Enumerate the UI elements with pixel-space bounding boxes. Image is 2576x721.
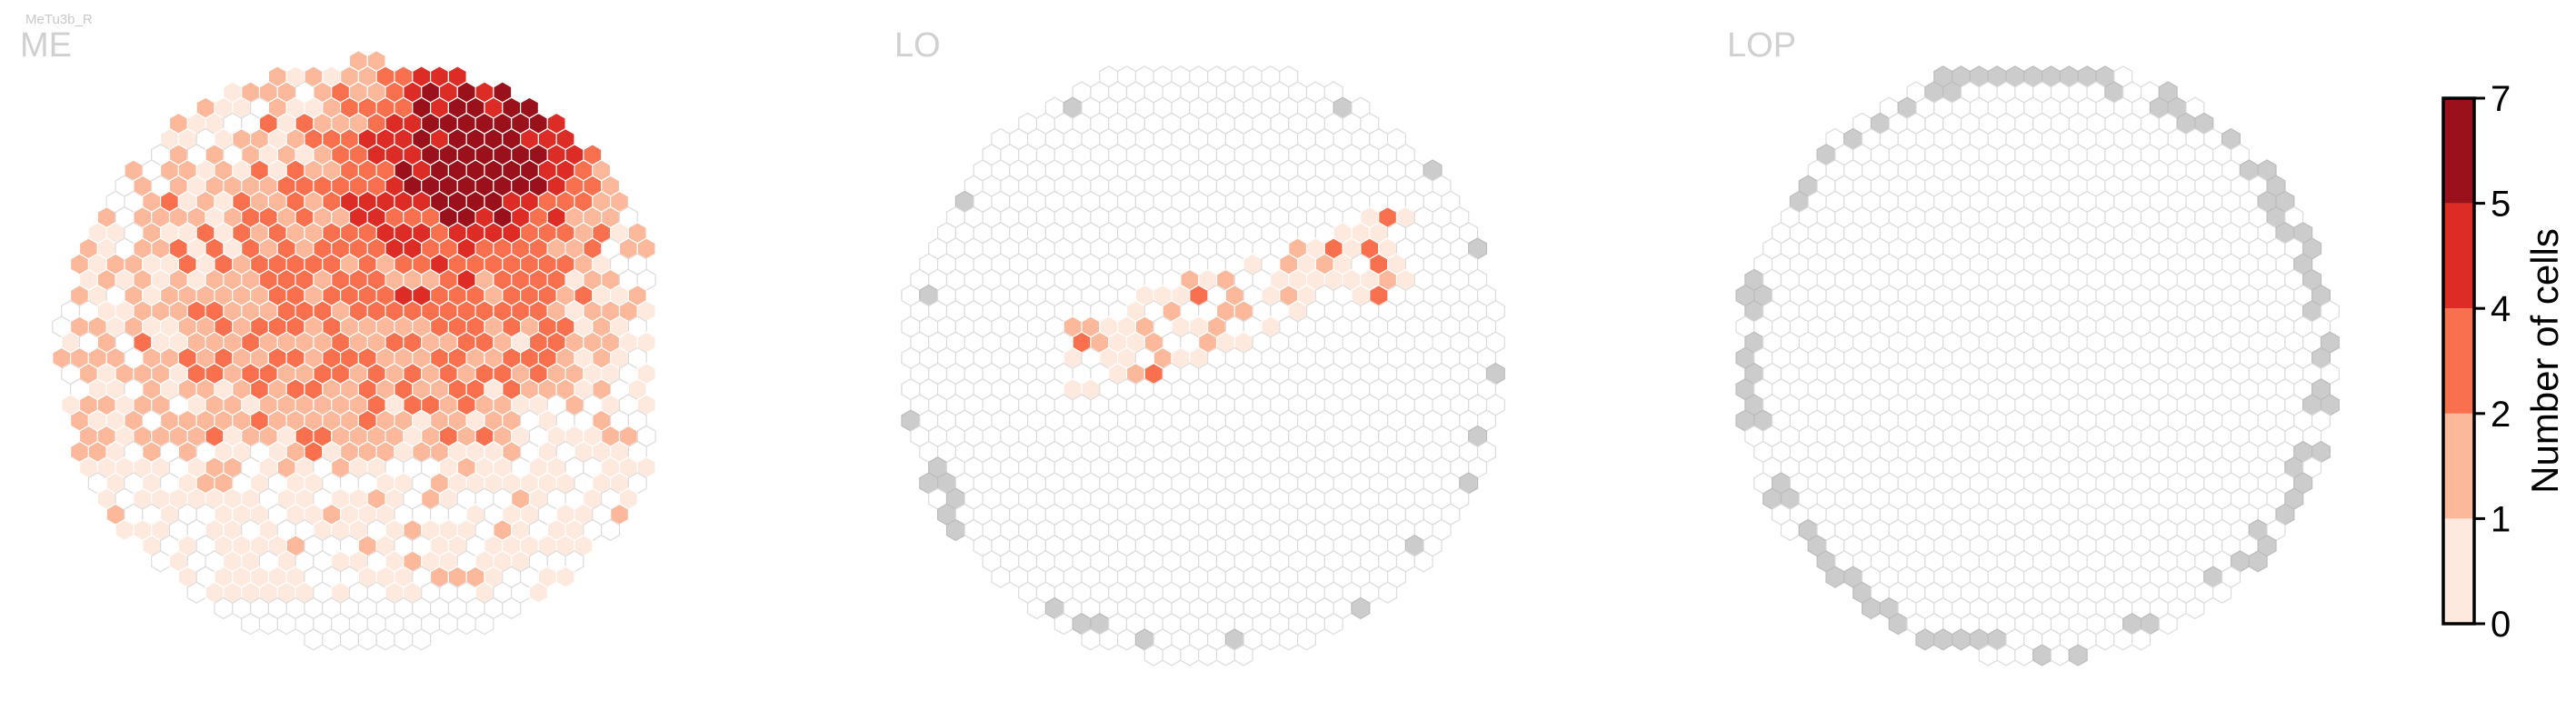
hex-column xyxy=(1978,644,1998,666)
hex-column xyxy=(1996,644,2016,666)
hex-column xyxy=(2132,628,2151,651)
hex-column xyxy=(528,581,548,604)
hex-column xyxy=(1233,644,1253,666)
hex-column xyxy=(1081,628,1101,651)
colorbar-segments xyxy=(2443,98,2474,624)
colorbar-segment xyxy=(2443,98,2474,204)
hex-column xyxy=(1143,644,1163,666)
hex-column xyxy=(412,628,432,651)
hex-column xyxy=(2050,644,2070,666)
colorbar-tick-label: 4 xyxy=(2491,289,2511,329)
hex-column xyxy=(1413,550,1433,573)
hex-column xyxy=(2158,613,2178,636)
hex-grid-lo xyxy=(901,65,1505,666)
hex-column xyxy=(1162,644,1182,666)
hex-column xyxy=(304,628,324,651)
plot-lop: LOP xyxy=(1727,26,2340,666)
hex-column xyxy=(1825,566,1845,588)
hex-column xyxy=(991,566,1011,588)
hex-column xyxy=(2068,644,2088,666)
cell-type-label: MeTu3b_R xyxy=(25,12,93,27)
plot-lo: LO xyxy=(894,26,1505,666)
hex-column xyxy=(2095,628,2115,651)
hex-column xyxy=(1099,628,1119,651)
hex-column xyxy=(322,628,342,651)
hex-column xyxy=(2032,644,2052,666)
hex-column xyxy=(241,613,261,636)
colorbar-segment xyxy=(2443,203,2474,309)
hex-column xyxy=(258,613,278,636)
colorbar-tick-label: 1 xyxy=(2491,499,2511,539)
hex-column xyxy=(2248,550,2268,573)
hex-column xyxy=(1378,581,1398,604)
hex-column xyxy=(1933,628,1953,651)
colorbar-ticks: 0 1 2 4 5 7 xyxy=(2474,79,2511,645)
hex-column xyxy=(2113,628,2133,651)
hex-column xyxy=(2212,581,2232,604)
hex-column xyxy=(186,581,206,604)
hex-column xyxy=(1180,644,1200,666)
plot-me: ME xyxy=(20,26,656,651)
hex-column xyxy=(394,628,414,651)
hex-column xyxy=(1952,628,1971,651)
hex-column xyxy=(474,613,494,636)
plot-title-lop: LOP xyxy=(1727,26,1796,65)
hex-column xyxy=(1116,628,1137,651)
hex-column xyxy=(1862,596,1881,620)
hex-column xyxy=(375,628,395,651)
colorbar-tick-label: 7 xyxy=(2491,79,2511,119)
hex-column xyxy=(1351,596,1371,620)
hex-column xyxy=(115,518,135,542)
hex-column xyxy=(340,628,359,651)
colorbar: 0 1 2 4 5 7 Number of cells xyxy=(2441,79,2566,645)
colorbar-segment xyxy=(2443,413,2474,519)
hex-column xyxy=(1323,613,1343,636)
hex-grid-lop xyxy=(1735,65,2340,666)
hex-column xyxy=(276,613,296,636)
hex-column xyxy=(1915,628,1935,651)
hex-column xyxy=(438,613,458,636)
hex-column xyxy=(357,628,377,651)
colorbar-tick-label: 2 xyxy=(2491,395,2511,435)
hex-column xyxy=(1780,518,1800,542)
hex-column xyxy=(1026,596,1047,620)
hex-column xyxy=(502,596,522,620)
hex-column xyxy=(151,550,171,573)
hex-column xyxy=(1198,644,1218,666)
hex-column xyxy=(214,596,234,620)
plot-title-lo: LO xyxy=(894,26,941,65)
hex-column xyxy=(601,518,621,542)
hex-column xyxy=(2014,644,2034,666)
hex-column xyxy=(1261,628,1281,651)
hex-column xyxy=(945,518,965,542)
hex-column xyxy=(1888,613,1908,636)
colorbar-tick-label: 5 xyxy=(2491,185,2511,225)
hex-column xyxy=(456,613,476,636)
hex-grid-me xyxy=(52,49,656,651)
hex-column xyxy=(555,566,575,588)
colorbar-label: Number of cells xyxy=(2523,228,2566,494)
colorbar-outline xyxy=(2441,96,2476,626)
colorbar-segment xyxy=(2443,308,2474,414)
hex-column xyxy=(1053,613,1073,636)
hex-column xyxy=(1296,628,1317,651)
colorbar-segment xyxy=(2443,518,2474,624)
hex-column xyxy=(1215,644,1235,666)
colorbar-tick-label: 0 xyxy=(2491,605,2511,645)
plot-title-me: ME xyxy=(20,26,72,65)
hex-column xyxy=(2185,596,2205,620)
hex-column xyxy=(1279,628,1299,651)
